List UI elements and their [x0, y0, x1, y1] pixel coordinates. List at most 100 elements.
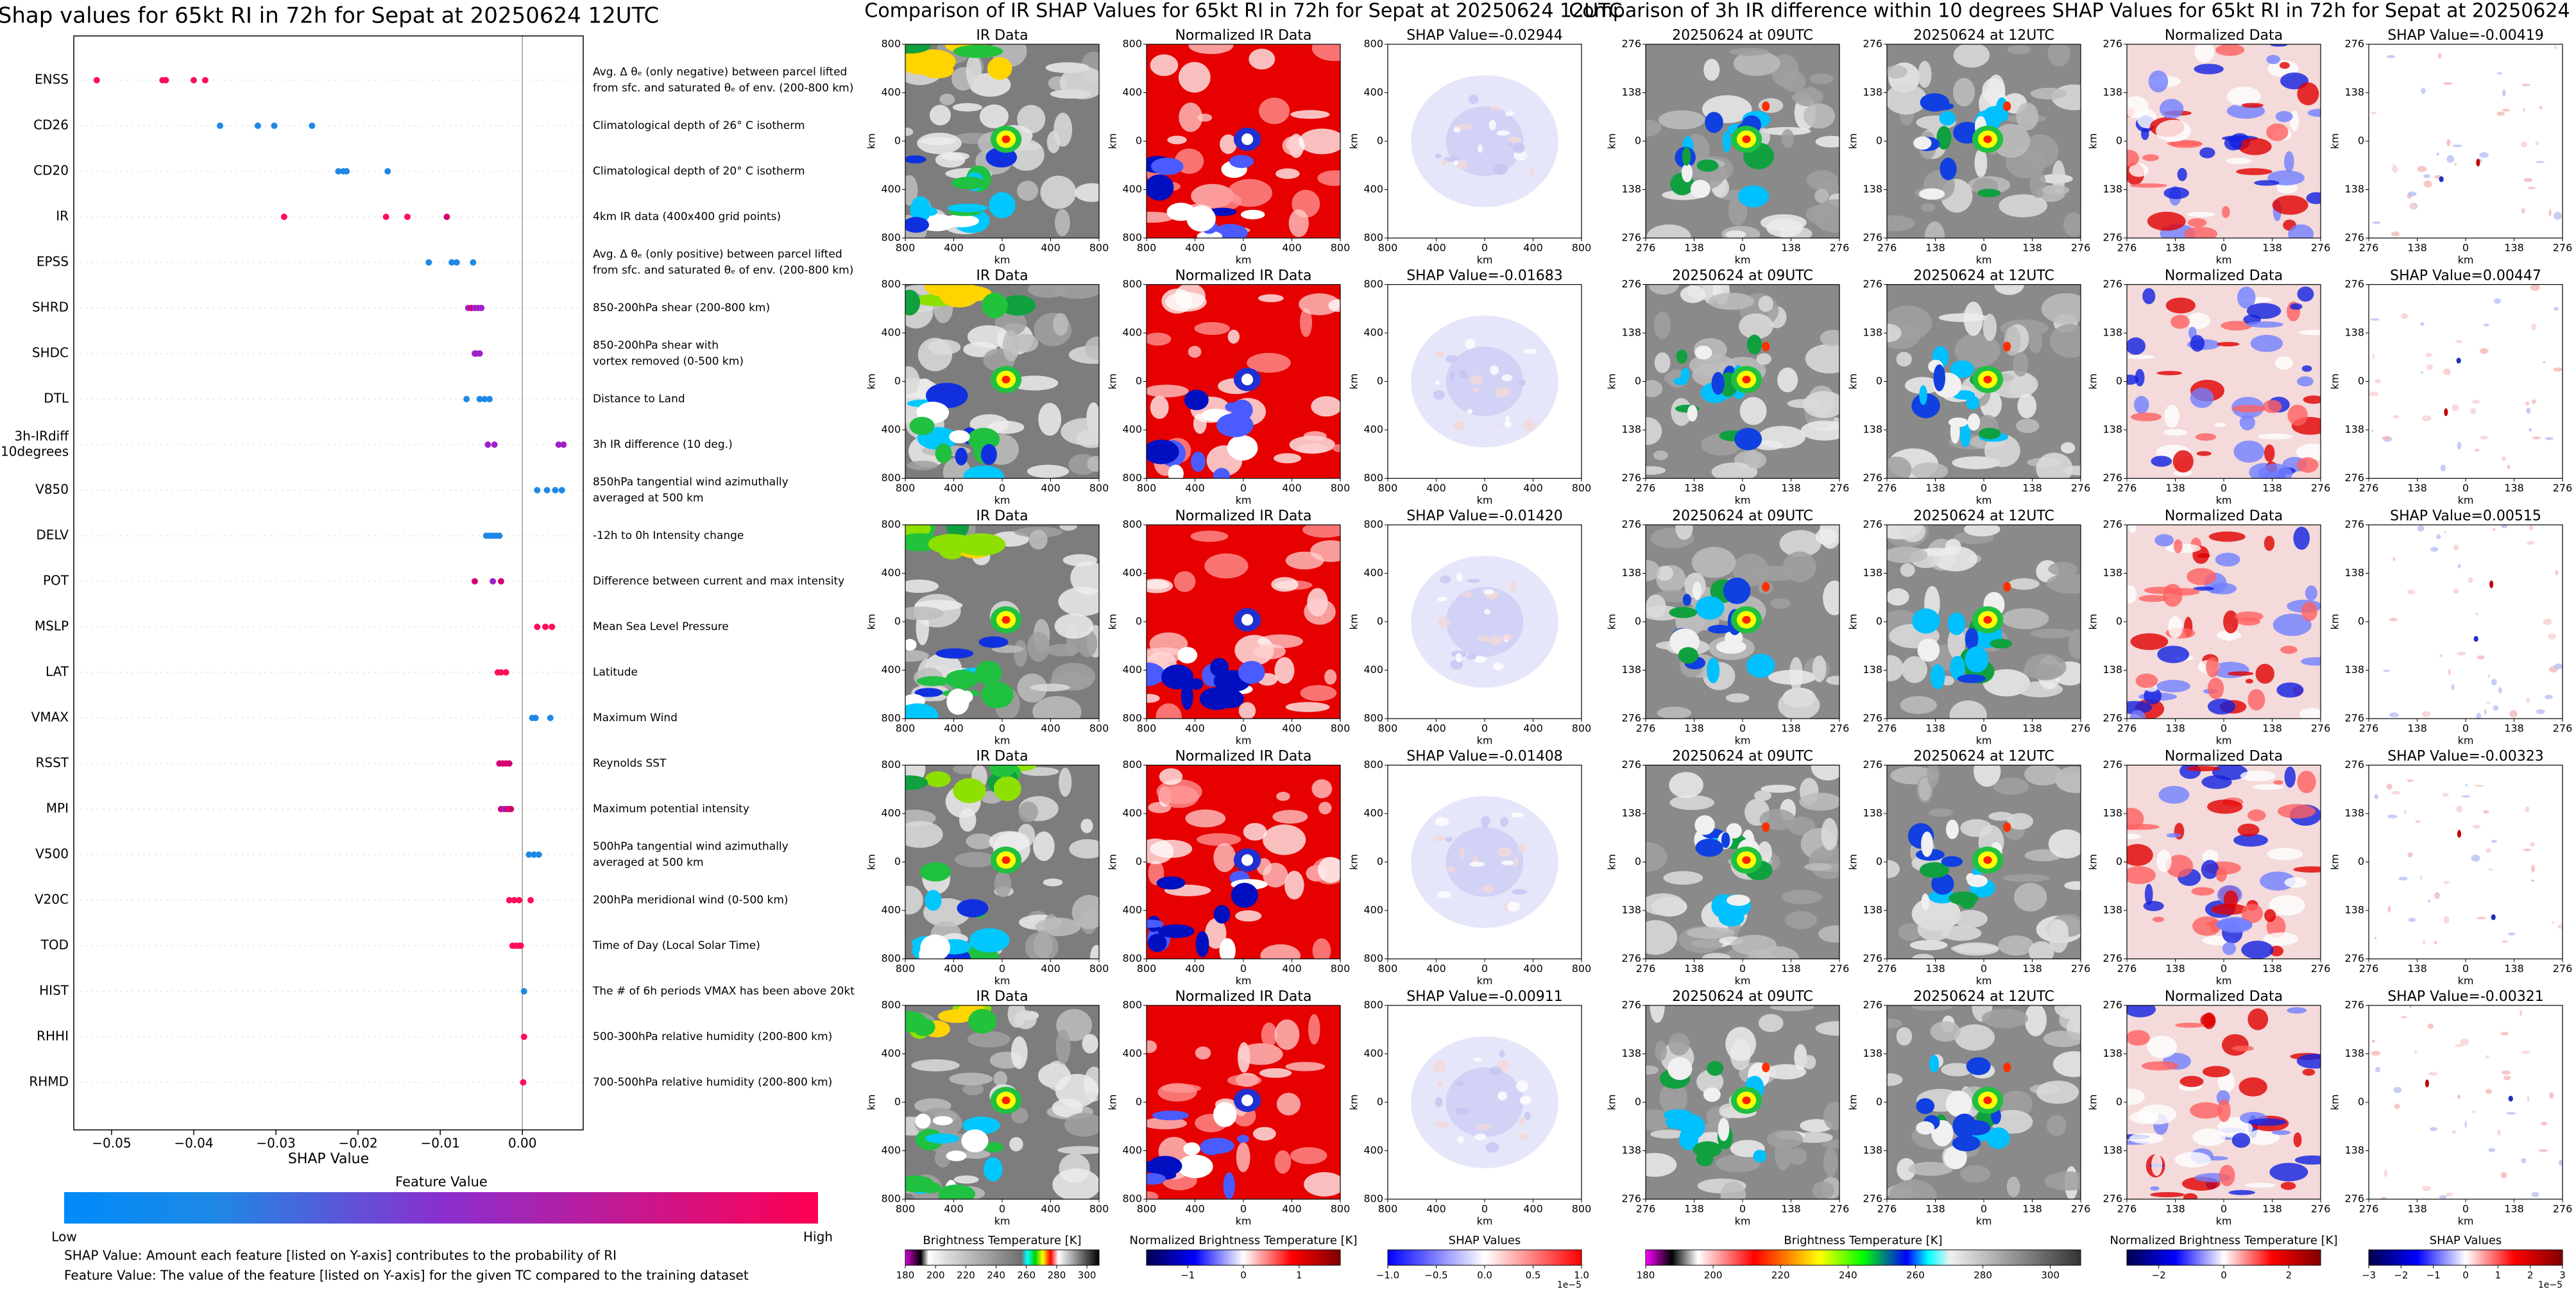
- image-blob: [905, 579, 939, 593]
- image-blob: [2383, 669, 2391, 672]
- x-tick-label: 800: [1137, 722, 1157, 735]
- image-blob: [955, 851, 996, 867]
- y-tick-label: 800: [1363, 232, 1383, 244]
- x-tick-label: 400: [1523, 722, 1543, 735]
- x-tick-label: 276: [2117, 242, 2137, 254]
- image-blob: [2142, 154, 2160, 162]
- x-tick-label: 800: [1331, 242, 1351, 254]
- x-tick-label: 138: [2262, 242, 2282, 254]
- image-blob: [967, 1031, 1011, 1048]
- y-tick-label: 138: [2103, 807, 2122, 819]
- x-tick-label: 400: [1523, 1203, 1543, 1215]
- image-blob: [1887, 654, 1904, 681]
- image-blob: [2425, 1079, 2429, 1088]
- y-tick-label: 800: [881, 518, 901, 531]
- x-tick-label: 276: [2071, 482, 2091, 494]
- feature-label: HIST: [39, 983, 69, 998]
- image-blob: [1147, 662, 1165, 687]
- y-axis-label: km: [1107, 1095, 1119, 1111]
- feature-description: Difference between current and max inten…: [593, 575, 844, 588]
- x-tick-label: 276: [1830, 962, 1850, 975]
- image-blob: [1994, 284, 2024, 295]
- y-tick-label: 138: [1863, 807, 1882, 819]
- x-tick-label: 138: [2165, 962, 2185, 975]
- image-blob: [1799, 792, 1839, 811]
- image-blob: [1027, 465, 1070, 478]
- x-tick-label: 138: [2504, 962, 2524, 975]
- image-blob: [2194, 44, 2214, 63]
- image-blob: [1311, 779, 1333, 799]
- image-blob: [1147, 694, 1160, 703]
- x-tick-label: 0: [2221, 1203, 2227, 1215]
- image-blob: [2190, 335, 2205, 352]
- image-blob: [2521, 1157, 2527, 1164]
- colorbar-tick-label: 280: [1974, 1270, 1992, 1281]
- image-blob: [2521, 208, 2525, 214]
- x-tick-label: −0.04: [174, 1136, 213, 1151]
- colorbar-tick-label: 0: [2462, 1270, 2469, 1281]
- x-axis-label: km: [1976, 735, 1992, 747]
- image-blob: [1678, 1128, 1699, 1150]
- y-tick-label: 800: [1363, 712, 1383, 724]
- image-blob: [2296, 457, 2319, 473]
- image-blob: [1156, 703, 1182, 719]
- image-blob: [2063, 465, 2081, 475]
- x-tick-label: 138: [2407, 962, 2427, 975]
- y-axis-label: km: [2329, 373, 2341, 389]
- image-blob: [2465, 784, 2468, 787]
- x-axis-label: km: [1735, 1215, 1751, 1227]
- image-blob: [1513, 856, 1519, 868]
- y-axis-label: km: [1606, 854, 1618, 870]
- image-blob: [911, 1059, 960, 1071]
- image-blob: [1190, 530, 1229, 542]
- feature-label: CD20: [33, 163, 69, 178]
- y-tick-label: 276: [2103, 712, 2122, 724]
- panel-title: SHAP Value=-0.00419: [2387, 28, 2544, 44]
- image: [905, 44, 1099, 238]
- image-blob: [2041, 293, 2081, 325]
- x-tick-label: 276: [1830, 482, 1850, 494]
- image: [2127, 525, 2321, 719]
- image-blob: [1000, 295, 1036, 316]
- image-blob: [1186, 205, 1216, 232]
- image-blob: [1742, 615, 1751, 624]
- image-blob: [1191, 451, 1206, 472]
- x-tick-label: 138: [2165, 242, 2185, 254]
- y-tick-label: 138: [2344, 327, 2364, 339]
- image: [1388, 284, 1582, 479]
- image-blob: [2523, 178, 2533, 182]
- image-blob: [2407, 191, 2417, 197]
- image-blob: [1446, 346, 1524, 416]
- image-blob: [1033, 831, 1055, 861]
- image-blob: [1978, 427, 2001, 440]
- image-blob: [1481, 884, 1495, 893]
- y-tick-label: 0: [2116, 855, 2122, 867]
- image-blob: [2269, 895, 2305, 916]
- image-blob: [1058, 586, 1099, 617]
- image-blob: [2457, 1095, 2461, 1099]
- panel-title: Normalized Data: [2165, 989, 2283, 1005]
- image-blob: [2401, 313, 2409, 320]
- image-blob: [2536, 709, 2545, 714]
- image-blob: [2237, 617, 2261, 626]
- image-blob: [1324, 669, 1337, 685]
- x-axis-label: km: [1976, 254, 1992, 266]
- y-tick-label: 400: [1363, 904, 1383, 916]
- image-blob: [1787, 398, 1820, 409]
- image-blob: [2394, 1103, 2400, 1109]
- image-blob: [2457, 441, 2462, 450]
- image-blob: [926, 382, 968, 409]
- x-tick-label: 138: [2262, 482, 2282, 494]
- image-blob: [1737, 185, 1769, 208]
- image-blob: [2422, 1186, 2431, 1191]
- image-blob: [1950, 944, 1999, 953]
- image-blob: [905, 775, 928, 790]
- panel-title: 20250624 at 12UTC: [1913, 28, 2054, 44]
- colorbar-tick-label: 0.0: [1477, 1270, 1492, 1281]
- image-blob: [1742, 1096, 1751, 1105]
- image-blob: [1983, 615, 1992, 624]
- image-blob: [2004, 326, 2021, 356]
- y-tick-label: 0: [1876, 615, 1882, 627]
- shap-point: [534, 624, 541, 630]
- image-blob: [1476, 1124, 1492, 1130]
